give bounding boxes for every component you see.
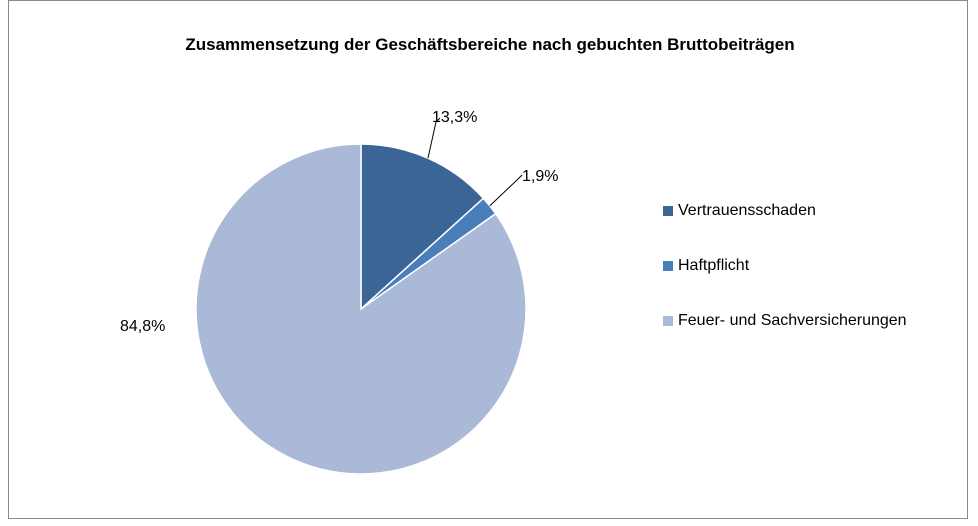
data-label: 13,3%	[432, 109, 477, 126]
leader-line	[427, 117, 441, 159]
legend-swatch	[663, 316, 673, 326]
legend-label: Haftpflicht	[678, 257, 750, 274]
chart-title: Zusammensetzung der Geschäftsbereiche na…	[185, 35, 795, 54]
data-label: 1,9%	[522, 168, 558, 185]
chart-border	[8, 0, 968, 519]
legend-swatch	[663, 261, 673, 271]
legend-swatch	[663, 206, 673, 216]
legend-label: Vertrauensschaden	[678, 202, 816, 219]
leader-line	[489, 174, 523, 207]
data-label: 84,8%	[120, 318, 165, 335]
pie-slice	[360, 143, 485, 311]
pie-slice	[195, 143, 527, 475]
legend-label: Feuer- und Sachversicherungen	[678, 312, 907, 329]
